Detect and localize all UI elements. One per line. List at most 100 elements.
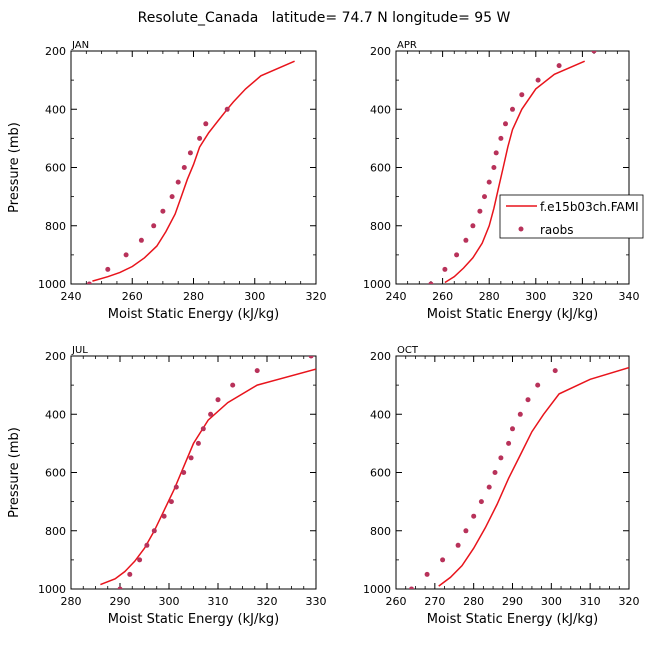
y-tick-label: 400 <box>370 408 391 421</box>
raobs-point <box>181 470 187 475</box>
plot-area <box>409 366 629 589</box>
raobs-point <box>442 266 448 272</box>
raobs-point <box>486 484 492 490</box>
y-axis-label: Pressure (mb) <box>7 427 22 518</box>
y-axis-label: Pressure (mb) <box>7 122 22 213</box>
raobs-point <box>506 440 512 446</box>
x-tick-label: 240 <box>386 290 407 303</box>
raobs-point <box>105 266 111 272</box>
raobs-point <box>86 281 92 284</box>
y-tick-label: 800 <box>45 220 66 233</box>
x-axis-label: Moist Static Energy (kJ/kg) <box>427 612 598 627</box>
x-tick-label: 260 <box>122 290 143 303</box>
legend: f.e15b03ch.FAMI raobs <box>499 194 644 239</box>
x-tick-label: 270 <box>424 595 445 608</box>
y-tick-label: 200 <box>45 350 66 363</box>
plot-frame <box>395 50 630 285</box>
raobs-point <box>519 92 525 98</box>
raobs-point <box>168 499 174 505</box>
x-tick-label: 280 <box>463 595 484 608</box>
panel-label: APR <box>397 40 417 51</box>
raobs-point <box>491 165 497 170</box>
y-tick-label: 800 <box>370 525 391 538</box>
raobs-point <box>498 455 504 461</box>
raobs-point <box>463 237 469 243</box>
chart-panels: 240 260 280 300 320 200 400 600 800 1000 JAN Moist … <box>7 40 640 627</box>
raobs-point <box>187 150 193 156</box>
raobs-point <box>535 382 541 388</box>
x-tick-label: 300 <box>244 290 265 303</box>
chart-panel-apr: 240 260 280 300 320 340 200 400 600 800 1000 APR Moi… <box>363 40 640 322</box>
x-tick-label: 310 <box>580 595 601 608</box>
x-tick-label: 240 <box>61 290 82 303</box>
y-tick-label: 600 <box>370 162 391 175</box>
raobs-point <box>195 440 201 446</box>
raobs-point <box>552 368 558 374</box>
x-axis-label: Moist Static Energy (kJ/kg) <box>427 307 598 322</box>
raobs-point <box>173 484 179 490</box>
x-tick-label: 280 <box>183 290 204 303</box>
raobs-point <box>230 382 236 388</box>
panel-label: OCT <box>397 345 419 356</box>
raobs-point <box>440 557 446 563</box>
plot-frame <box>70 355 317 590</box>
y-tick-label: 800 <box>45 525 66 538</box>
raobs-point <box>454 252 460 258</box>
raobs-point <box>144 542 150 548</box>
x-tick-label: 320 <box>619 595 640 608</box>
raobs-point <box>188 455 194 461</box>
raobs-point <box>308 356 314 359</box>
raobs-point <box>517 411 523 417</box>
raobs-point <box>208 411 214 417</box>
raobs-point <box>471 513 477 519</box>
raobs-point <box>181 165 187 170</box>
raobs-point <box>161 513 167 519</box>
legend-dot-swatch <box>518 226 524 232</box>
raobs-point <box>215 397 221 403</box>
raobs-point <box>428 281 434 284</box>
raobs-point <box>556 63 562 69</box>
panel-label: JAN <box>71 40 89 51</box>
raobs-point <box>535 77 541 83</box>
raobs-point <box>477 208 483 214</box>
raobs-point <box>470 223 476 229</box>
y-tick-label: 1000 <box>38 278 66 291</box>
raobs-point <box>200 426 206 432</box>
panel-label: JUL <box>71 345 88 356</box>
raobs-point <box>175 179 181 185</box>
raobs-point <box>503 121 508 127</box>
legend-obs-label: raobs <box>540 223 574 237</box>
raobs-point <box>525 397 531 403</box>
plot-frame <box>395 355 630 590</box>
y-tick-label: 200 <box>370 350 391 363</box>
plot-area <box>86 60 295 284</box>
figure-title: Resolute_Canada latitude= 74.7 N longitu… <box>138 10 511 26</box>
raobs-point <box>197 135 203 141</box>
raobs-point <box>117 586 123 589</box>
legend-box <box>499 194 644 239</box>
raobs-point <box>591 51 597 54</box>
y-tick-label: 600 <box>370 467 391 480</box>
x-tick-label: 320 <box>572 290 593 303</box>
x-tick-label: 290 <box>110 595 131 608</box>
raobs-point <box>486 179 492 185</box>
x-tick-label: 320 <box>306 290 327 303</box>
raobs-point <box>123 252 129 258</box>
y-tick-label: 400 <box>370 103 391 116</box>
y-tick-label: 800 <box>370 220 391 233</box>
raobs-point <box>493 150 499 156</box>
y-tick-label: 1000 <box>363 278 391 291</box>
x-axis-label: Moist Static Energy (kJ/kg) <box>108 307 279 322</box>
x-tick-label: 340 <box>619 290 640 303</box>
legend-model-label: f.e15b03ch.FAMI <box>540 200 639 214</box>
x-tick-label: 300 <box>541 595 562 608</box>
raobs-point <box>151 223 157 229</box>
raobs-point <box>424 571 430 577</box>
model-line <box>444 60 585 284</box>
chart-panel-jan: 240 260 280 300 320 200 400 600 800 1000 JAN Moist … <box>7 40 327 322</box>
y-tick-label: 400 <box>45 103 66 116</box>
raobs-point <box>455 542 461 548</box>
x-tick-label: 310 <box>208 595 229 608</box>
raobs-point <box>138 237 144 243</box>
